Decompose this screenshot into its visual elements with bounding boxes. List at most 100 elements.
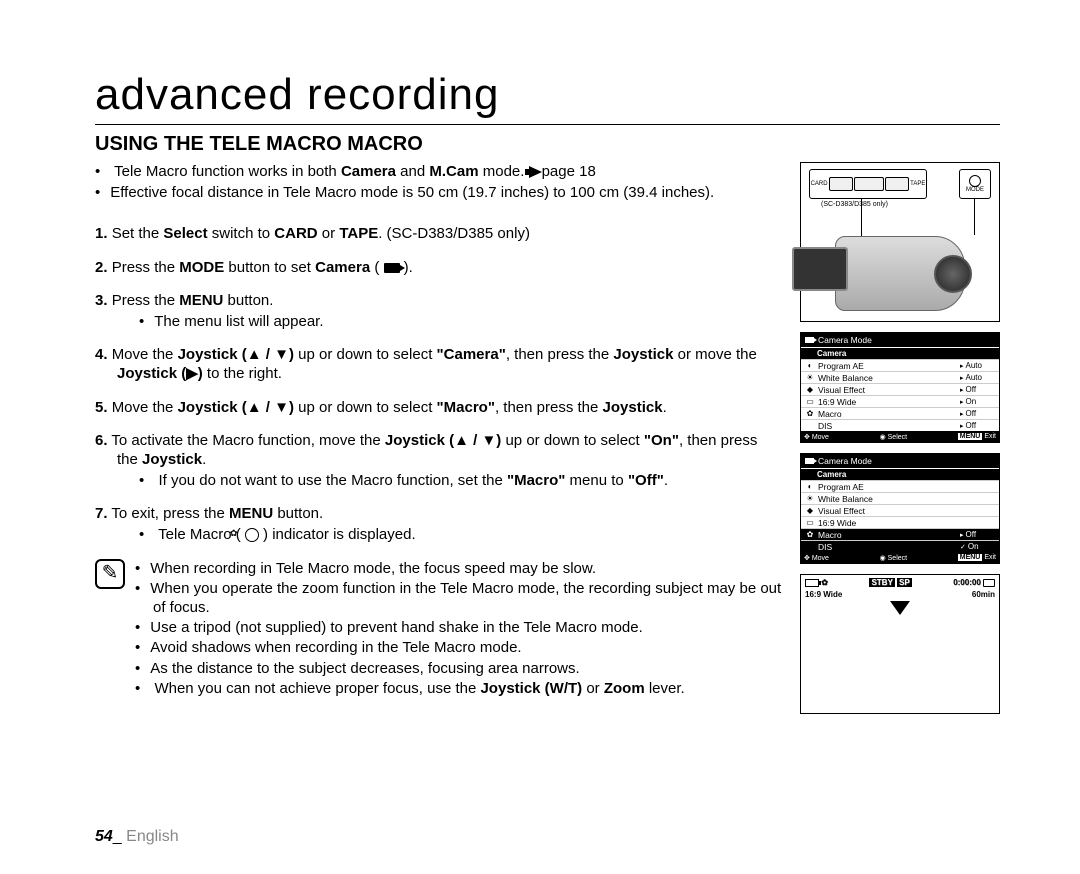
menu-row-label: Program AE [816, 482, 996, 492]
menu-row-icon: ☀ [804, 494, 816, 503]
sub-item: Tele Macro ( ) indicator is displayed. [139, 525, 782, 544]
menu-row-label: DIS [816, 542, 960, 552]
menu-row-icon: ☀ [804, 373, 816, 382]
menu-row-value: Auto [960, 361, 996, 370]
page-title: advanced recording [95, 70, 1000, 120]
page-rule [95, 124, 1000, 125]
step-item: 6. To activate the Macro function, move … [95, 431, 782, 491]
notes-block: ✎ When recording in Tele Macro mode, the… [95, 559, 782, 699]
figure-column: CARD TAPE (SC-D383/D385 only) MODE Camer… [800, 162, 1000, 714]
switch-note: (SC-D383/D385 only) [821, 201, 888, 208]
mode-circle-icon [969, 175, 981, 187]
switch-seg-icon [854, 177, 884, 191]
note-item: Use a tripod (not supplied) to prevent h… [135, 618, 782, 637]
play-indicator-icon [890, 601, 910, 615]
preview-topbar: ✿ STBY SP 0:00:00 [801, 575, 999, 590]
intro-item: Tele Macro function works in both Camera… [95, 162, 782, 181]
intro-item: Effective focal distance in Tele Macro m… [95, 183, 782, 202]
step-item: 3. Press the MENU button. The menu list … [95, 291, 782, 331]
intro-list: Tele Macro function works in both Camera… [95, 162, 782, 202]
menu-row-value: Off [960, 409, 996, 418]
battery-icon [805, 579, 819, 587]
menu-row-icon: ✿ [804, 409, 816, 418]
menu-row-value: Off [960, 530, 996, 539]
menu-row-label: 16:9 Wide [816, 518, 996, 528]
menu-row-value: Auto [960, 373, 996, 382]
leader-line [974, 199, 975, 235]
sub-list: Tele Macro ( ) indicator is displayed. [117, 525, 782, 544]
menu-row: ◆Visual Effect [801, 504, 999, 516]
menu-row-icon: ◆ [804, 506, 816, 515]
page-number: 54 [95, 828, 113, 845]
step-item: 4. Move the Joystick (▲ / ▼) up or down … [95, 345, 782, 383]
menu-row-value: Off [960, 421, 996, 430]
menu-screenshot-1: Camera Mode Camera ◐Program AEAuto☀White… [800, 332, 1000, 443]
camera-mini-icon [805, 458, 814, 464]
menu-footer: ✥ Move ◉ Select MENU Exit [801, 552, 999, 563]
note-item: When recording in Tele Macro mode, the f… [135, 559, 782, 578]
menu-row: ✿MacroOff [801, 407, 999, 419]
menu-row-icon: ◐ [804, 482, 816, 491]
section-title: USING THE TELE MACRO MACRO [95, 133, 1000, 156]
switch-seg-icon [829, 177, 853, 191]
page-language: English [126, 828, 178, 845]
menu-row-icon: ▭ [804, 518, 816, 527]
menu-row: ☀White BalanceAuto [801, 371, 999, 383]
step-item: 7. To exit, press the MENU button. Tele … [95, 504, 782, 544]
sub-item: The menu list will appear. [139, 312, 782, 331]
menu-row-label: Visual Effect [816, 506, 996, 516]
menu-row-value: On [960, 542, 996, 551]
menu-header: Camera Mode [801, 333, 999, 347]
menu-row-label: Macro [816, 409, 960, 419]
note-item: As the distance to the subject decreases… [135, 659, 782, 678]
menu-screenshot-2: Camera Mode Camera ◐Program AE☀White Bal… [800, 453, 1000, 564]
tape-icon [983, 579, 995, 587]
preview-row2: 16:9 Wide 60min [801, 590, 999, 599]
menu-row: ✿MacroOff [801, 528, 999, 540]
camera-icon [384, 263, 400, 273]
menu-row-icon: ✿ [804, 530, 816, 539]
page-footer: 54_ English [95, 828, 179, 846]
menu-row-label: 16:9 Wide [816, 397, 960, 407]
note-item: When you can not achieve proper focus, u… [135, 679, 782, 698]
content-row: Tele Macro function works in both Camera… [95, 162, 1000, 714]
select-switch-diagram: CARD TAPE [809, 169, 927, 199]
menu-row-label: Visual Effect [816, 385, 960, 395]
macro-indicator-icon [245, 528, 259, 542]
camera-mini-icon [805, 337, 814, 343]
menu-row: ☀White Balance [801, 492, 999, 504]
camcorder-lens-icon [934, 255, 972, 293]
menu-row-label: White Balance [816, 373, 960, 383]
menu-row: ◐Program AE [801, 480, 999, 492]
menu-row: DISOff [801, 419, 999, 431]
camcorder-body-icon [835, 236, 965, 311]
note-item: Avoid shadows when recording in the Tele… [135, 638, 782, 657]
page-arrow-icon [529, 166, 542, 178]
note-item: When you operate the zoom function in th… [135, 579, 782, 617]
note-icon: ✎ [95, 559, 125, 589]
step-item: 1. Set the Select switch to CARD or TAPE… [95, 224, 782, 243]
menu-row-value: On [960, 397, 996, 406]
menu-category: Camera [801, 347, 999, 359]
menu-row-value: Off [960, 385, 996, 394]
menu-row: ◐Program AEAuto [801, 359, 999, 371]
menu-row-label: Macro [816, 530, 960, 540]
sub-list: If you do not want to use the Macro func… [117, 471, 782, 490]
menu-row: ▭16:9 Wide [801, 516, 999, 528]
sub-item: If you do not want to use the Macro func… [139, 471, 782, 490]
menu-category: Camera [801, 468, 999, 480]
mode-button-diagram: MODE [959, 169, 991, 199]
step-item: 2. Press the MODE button to set Camera (… [95, 258, 782, 277]
menu-row-icon: ◆ [804, 385, 816, 394]
menu-row-icon: ▭ [804, 397, 816, 406]
menu-row-label: Program AE [816, 361, 960, 371]
menu-row-icon: ◐ [804, 361, 816, 370]
steps-list: 1. Set the Select switch to CARD or TAPE… [95, 224, 782, 544]
menu-row-label: DIS [816, 421, 960, 431]
menu-row: ◆Visual EffectOff [801, 383, 999, 395]
preview-screenshot: ✿ STBY SP 0:00:00 16:9 Wide 60min [800, 574, 1000, 714]
text-column: Tele Macro function works in both Camera… [95, 162, 782, 714]
sub-list: The menu list will appear. [117, 312, 782, 331]
menu-row: ▭16:9 WideOn [801, 395, 999, 407]
menu-footer: ✥ Move ◉ Select MENU Exit [801, 431, 999, 442]
